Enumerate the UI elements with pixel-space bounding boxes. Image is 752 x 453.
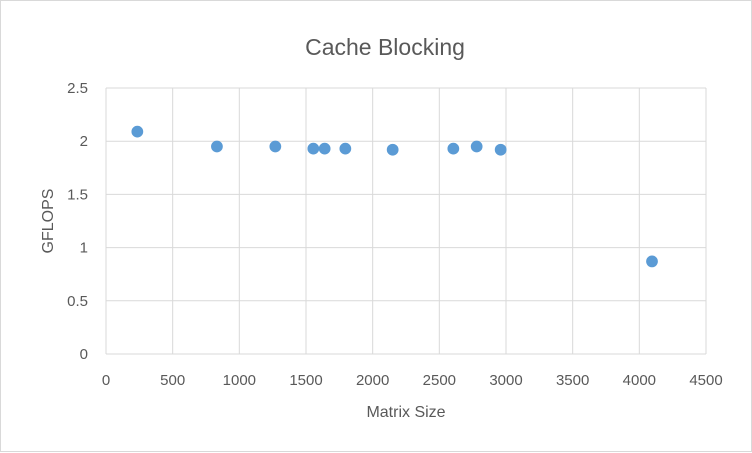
y-tick-label: 1.5 — [67, 186, 88, 203]
x-tick-label: 1000 — [223, 372, 256, 389]
data-point — [447, 142, 460, 155]
data-points — [131, 125, 658, 268]
x-tick-label: 4000 — [623, 372, 656, 389]
data-point — [386, 143, 399, 156]
data-point — [211, 140, 223, 153]
data-point — [339, 142, 352, 155]
data-point — [131, 125, 144, 138]
x-tick-label: 4500 — [689, 372, 722, 389]
x-tick-label: 1500 — [289, 372, 322, 389]
horizontal-gridlines — [106, 87, 706, 355]
y-tick-label: 1 — [80, 240, 88, 257]
data-point — [318, 142, 331, 155]
data-point — [646, 255, 658, 268]
y-tick-label: 2.5 — [67, 80, 88, 97]
x-axis-tick-labels: 0 500 1000 1500 2000 2500 3000 3500 4000 4500 — [102, 372, 723, 389]
x-tick-label: 0 — [102, 372, 110, 389]
data-point — [494, 143, 507, 156]
data-point — [269, 140, 282, 153]
x-tick-label: 3000 — [489, 372, 522, 389]
x-tick-label: 500 — [160, 372, 185, 389]
chart-title: Cache Blocking — [305, 34, 465, 60]
y-tick-label: 2 — [80, 133, 88, 150]
x-tick-label: 2000 — [356, 372, 389, 389]
y-axis-tick-labels: 0 0.5 1 1.5 2 2.5 — [67, 80, 88, 363]
data-point — [470, 140, 483, 153]
y-tick-label: 0 — [80, 346, 88, 363]
vertical-gridlines — [105, 88, 707, 354]
y-tick-label: 0.5 — [67, 293, 88, 310]
data-point — [307, 142, 320, 155]
y-axis-title: GFLOPS — [40, 189, 57, 254]
x-axis-title: Matrix Size — [366, 404, 445, 421]
x-tick-label: 2500 — [423, 372, 456, 389]
x-tick-label: 3500 — [556, 372, 589, 389]
